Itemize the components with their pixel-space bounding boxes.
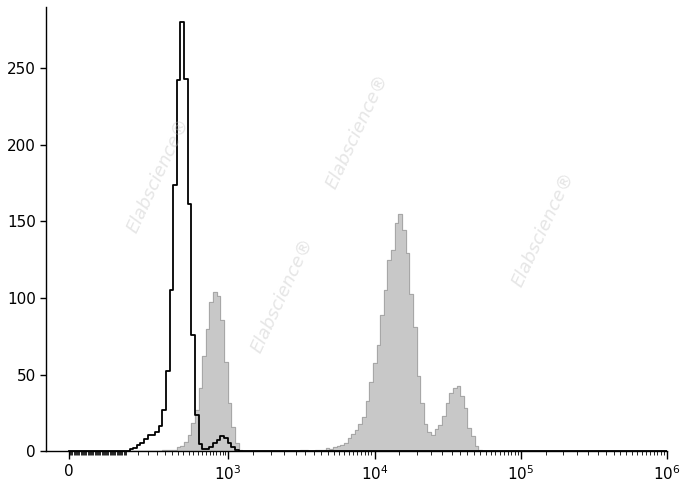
Polygon shape xyxy=(69,214,667,451)
Text: Elabscience®: Elabscience® xyxy=(248,236,316,356)
Text: Elabscience®: Elabscience® xyxy=(124,116,193,236)
Text: Elabscience®: Elabscience® xyxy=(322,71,391,192)
Text: Elabscience®: Elabscience® xyxy=(508,169,577,289)
